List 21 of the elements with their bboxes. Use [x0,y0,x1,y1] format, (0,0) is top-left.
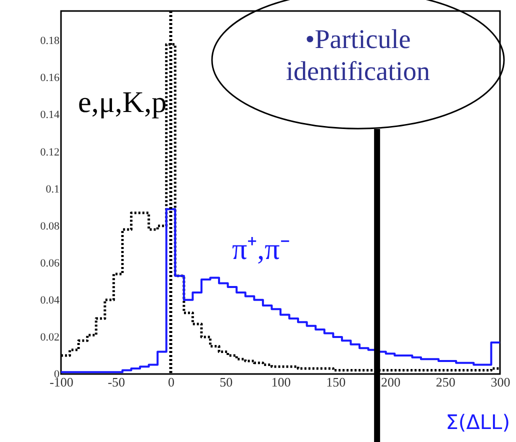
y-tick-label: 0.04 [40,294,60,306]
y-tick-label: 0.18 [40,35,60,48]
x-tick-label: -50 [108,374,126,390]
x-tick-label: 250 [436,374,456,390]
x-tick-label: 50 [220,374,233,390]
series-label: π⁺,π⁻ [232,233,290,266]
x-tick-label: 200 [381,374,400,390]
annotation: •Particule identification [286,24,430,86]
y-tick-label: 0.12 [40,146,60,158]
x-tick-label: 300 [490,374,510,390]
x-tick-label: 150 [326,374,346,390]
series-label: e,μ,K,p [78,86,167,119]
y-tick-label: 0.06 [40,257,60,270]
y-tick-label: 0.1 [46,183,60,196]
y-tick-label: 0.16 [40,72,60,84]
x-tick-label: 0 [168,374,174,390]
x-tick-label: 100 [271,374,291,390]
y-tick-label: 0.02 [40,331,60,344]
x-axis-title: Σ(ΔLL) [446,410,510,434]
y-tick-label: 0.14 [40,109,60,122]
y-tick-label: 0.08 [40,220,60,232]
